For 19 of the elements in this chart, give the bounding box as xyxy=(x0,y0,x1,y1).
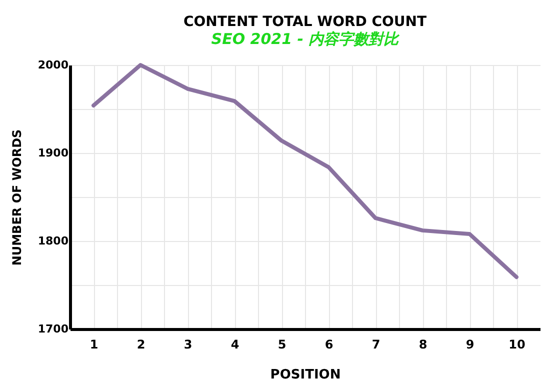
x-tick-label: 1 xyxy=(90,338,98,352)
y-tick-label: 1700 xyxy=(38,322,69,336)
x-tick-label: 6 xyxy=(324,338,334,352)
x-tick-label: 9 xyxy=(466,338,474,352)
chart-title: CONTENT TOTAL WORD COUNT xyxy=(183,14,428,30)
y-axis-title: NUMBER OF WORDS xyxy=(10,129,24,266)
x-tick-label: 10 xyxy=(508,338,526,352)
x-tick-label: 7 xyxy=(372,338,380,352)
y-tick-label: 1800 xyxy=(38,234,69,248)
x-axis-title: POSITION xyxy=(270,368,341,382)
x-tick-label: 8 xyxy=(418,338,428,352)
y-tick-label: 2000 xyxy=(38,58,69,72)
x-tick-label: 5 xyxy=(278,338,286,352)
chart-subtitle: SEO 2021 - 内容字數對比 xyxy=(211,30,401,48)
x-tick-label: 4 xyxy=(230,338,240,352)
x-tick-label: 2 xyxy=(136,338,146,352)
line-series xyxy=(92,63,518,280)
x-tick-label: 3 xyxy=(184,338,192,352)
y-tick-label: 1900 xyxy=(38,146,69,160)
